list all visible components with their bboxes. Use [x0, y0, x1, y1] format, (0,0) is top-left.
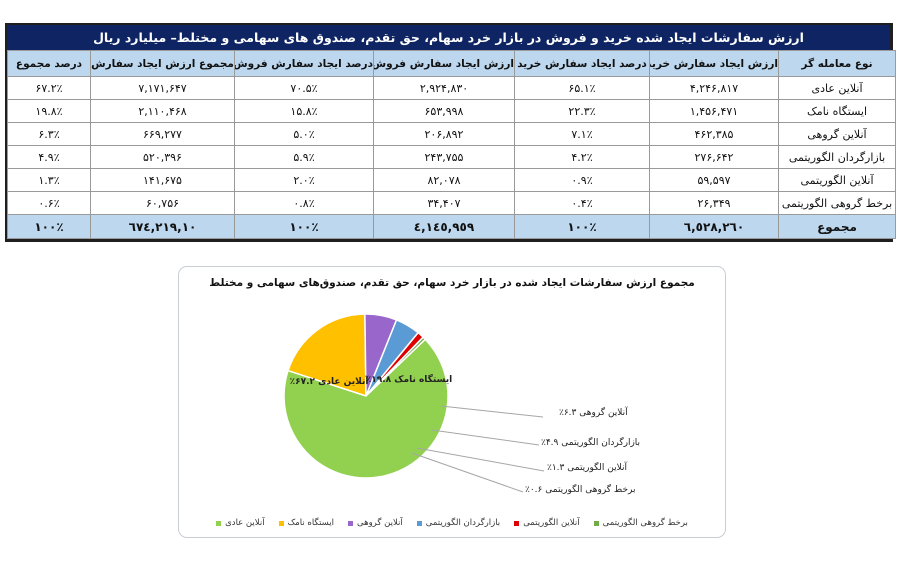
- pie-chart: آنلاین عادی ۶۷.۲٪ ایستگاه نامک ۱۹.۸٪: [283, 313, 545, 493]
- header-total-pct: درصد مجموع: [7, 50, 91, 77]
- cell-total-value: ۱۰,٦٧٤,٢١٩: [90, 214, 235, 239]
- header-total-value: مجموع ارزش ایجاد سفارش: [90, 50, 235, 77]
- pie-slice: [287, 313, 367, 398]
- table-row: آنلاین عادی ۴,۲۴۶,۸۱۷ ۶۵.۱٪ ۲,۹۲۴,۸۳۰ ۷۰…: [7, 76, 896, 100]
- legend-swatch-icon: [278, 520, 284, 526]
- cell-trader-type: آنلاین گروهی: [778, 122, 896, 146]
- cell-buy-pct: ۱۰۰٪: [514, 214, 650, 239]
- slice-label-online-normal: آنلاین عادی ۶۷.۲٪: [290, 375, 370, 387]
- table-row: ایستگاه نامک ۱,۴۵۶,۴۷۱ ۲۲.۳٪ ۶۵۳,۹۹۸ ۱۵.…: [7, 99, 896, 123]
- cell-sell-value: ۲۴۳,۷۵۵: [373, 145, 515, 169]
- cell-buy-value: ۱,۴۵۶,۴۷۱: [649, 99, 779, 123]
- legend-swatch-icon: [514, 520, 520, 526]
- cell-buy-value: ۲۷۶,۶۴۲: [649, 145, 779, 169]
- table-row: برخط گروهی الگوریتمی ۲۶,۳۴۹ ۰.۴٪ ۳۴,۴۰۷ …: [7, 191, 896, 215]
- header-buy-value: ارزش ایجاد سفارش خرید: [649, 50, 779, 77]
- cell-buy-pct: ۲۲.۳٪: [514, 99, 650, 123]
- cell-sell-pct: ۰.۸٪: [234, 191, 374, 215]
- header-buy-pct: درصد ایجاد سفارش خرید: [514, 50, 650, 77]
- legend-label: بازارگردان الگوریتمی: [425, 518, 501, 528]
- pie-chart-panel: مجموع ارزش سفارشات ایجاد شده در بازار خر…: [178, 266, 726, 538]
- cell-sell-value: ۲۰۶,۸۹۲: [373, 122, 515, 146]
- cell-buy-value: ۴۶۲,۳۸۵: [649, 122, 779, 146]
- cell-buy-value: ۵۹,۵۹۷: [649, 168, 779, 192]
- leader-lines: [411, 405, 545, 493]
- cell-buy-pct: ۷.۱٪: [514, 122, 650, 146]
- legend-swatch-icon: [593, 520, 599, 526]
- legend-swatch-icon: [348, 520, 353, 526]
- cell-buy-value: ۴,۲۴۶,۸۱۷: [649, 76, 779, 100]
- orders-table: نوع معامله گر ارزش ایجاد سفارش خرید درصد…: [7, 50, 896, 239]
- legend-item-online-group: آنلاین گروهی: [348, 518, 403, 528]
- cell-total-value: ۲,۱۱۰,۴۶۸: [90, 99, 235, 123]
- legend-item-market-maker-algo: بازارگردان الگوریتمی: [416, 518, 501, 528]
- callout-market-maker-algo: بازارگردان الگوریتمی ۴.۹٪: [541, 438, 641, 448]
- cell-buy-value: ۲۶,۳۴۹: [649, 191, 779, 215]
- cell-total-value: ۶۶۹,۲۷۷: [90, 122, 235, 146]
- cell-sell-pct: ۱۰۰٪: [234, 214, 374, 239]
- cell-total-pct: ۴.۹٪: [7, 145, 91, 169]
- callout-online-algo: آنلاین الگوریتمی ۱.۳٪: [547, 463, 627, 473]
- cell-buy-value: ٦,٥٢٨,٢٦٠: [649, 214, 779, 239]
- cell-total-pct: ۱۹.۸٪: [7, 99, 91, 123]
- cell-trader-type: آنلاین عادی: [778, 76, 896, 100]
- legend-label: آنلاین گروهی: [357, 518, 403, 528]
- pie-slices: [283, 313, 449, 479]
- table-header-row: نوع معامله گر ارزش ایجاد سفارش خرید درصد…: [7, 50, 896, 77]
- cell-total-pct: ۱۰۰٪: [7, 214, 91, 239]
- legend-item-online-algo: آنلاین الگوریتمی: [514, 518, 580, 528]
- pie-slice: [283, 338, 449, 479]
- cell-sell-value: ۲,۹۲۴,۸۳۰: [373, 76, 515, 100]
- table-title: ارزش سفارشات ایجاد شده خرید و فروش در با…: [7, 25, 890, 50]
- orders-value-table: ارزش سفارشات ایجاد شده خرید و فروش در با…: [5, 23, 896, 242]
- slice-label-namak: ایستگاه نامک ۱۹.۸٪: [366, 373, 452, 385]
- legend-label: آنلاین الگوریتمی: [523, 518, 580, 528]
- chart-legend: برخط گروهی الگوریتمی آنلاین الگوریتمی با…: [179, 518, 725, 528]
- table-row: آنلاین الگوریتمی ۵۹,۵۹۷ ۰.۹٪ ۸۲,۰۷۸ ۲.۰٪…: [7, 168, 896, 192]
- table-total-row: مجموع ٦,٥٢٨,٢٦٠ ۱۰۰٪ ٤,١٤٥,٩٥٩ ۱۰۰٪ ۱۰,٦…: [7, 214, 896, 239]
- cell-buy-pct: ۶۵.۱٪: [514, 76, 650, 100]
- cell-total-pct: ۰.۶٪: [7, 191, 91, 215]
- cell-trader-type: بازارگردان الگوریتمی: [778, 145, 896, 169]
- cell-total-pct: ۱.۳٪: [7, 168, 91, 192]
- cell-sell-value: ۸۲,۰۷۸: [373, 168, 515, 192]
- cell-sell-pct: ۵.۹٪: [234, 145, 374, 169]
- cell-total-value: ۱۴۱,۶۷۵: [90, 168, 235, 192]
- cell-sell-pct: ۷۰.۵٪: [234, 76, 374, 100]
- legend-swatch-icon: [216, 520, 222, 526]
- header-trader-type: نوع معامله گر: [778, 50, 896, 77]
- legend-item-group-algo: برخط گروهی الگوریتمی: [593, 518, 688, 528]
- cell-sell-value: ٤,١٤٥,٩٥٩: [373, 214, 515, 239]
- table-row: آنلاین گروهی ۴۶۲,۳۸۵ ۷.۱٪ ۲۰۶,۸۹۲ ۵.۰٪ ۶…: [7, 122, 896, 146]
- cell-total-label: مجموع: [778, 214, 896, 239]
- legend-label: برخط گروهی الگوریتمی: [602, 518, 688, 528]
- legend-label: ایستگاه نامک: [287, 518, 334, 528]
- legend-item-online-normal: آنلاین عادی: [216, 518, 265, 528]
- cell-total-value: ۷,۱۷۱,۶۴۷: [90, 76, 235, 100]
- header-sell-value: ارزش ایجاد سفارش فروش: [373, 50, 515, 77]
- table-row: بازارگردان الگوریتمی ۲۷۶,۶۴۲ ۴.۲٪ ۲۴۳,۷۵…: [7, 145, 896, 169]
- cell-trader-type: ایستگاه نامک: [778, 99, 896, 123]
- cell-buy-pct: ۰.۴٪: [514, 191, 650, 215]
- cell-total-pct: ۶.۳٪: [7, 122, 91, 146]
- cell-trader-type: آنلاین الگوریتمی: [778, 168, 896, 192]
- chart-title: مجموع ارزش سفارشات ایجاد شده در بازار خر…: [209, 277, 695, 289]
- cell-buy-pct: ۴.۲٪: [514, 145, 650, 169]
- cell-total-pct: ۶۷.۲٪: [7, 76, 91, 100]
- callout-group-algo: برخط گروهی الگوریتمی ۰.۶٪: [525, 485, 636, 495]
- cell-trader-type: برخط گروهی الگوریتمی: [778, 191, 896, 215]
- legend-swatch-icon: [416, 520, 422, 526]
- cell-sell-value: ۶۵۳,۹۹۸: [373, 99, 515, 123]
- cell-total-value: ۵۲۰,۳۹۶: [90, 145, 235, 169]
- legend-item-namak: ایستگاه نامک: [278, 518, 334, 528]
- header-sell-pct: درصد ایجاد سفارش فروش: [234, 50, 374, 77]
- cell-total-value: ۶۰,۷۵۶: [90, 191, 235, 215]
- cell-sell-pct: ۲.۰٪: [234, 168, 374, 192]
- cell-sell-value: ۳۴,۴۰۷: [373, 191, 515, 215]
- cell-sell-pct: ۵.۰٪: [234, 122, 374, 146]
- cell-sell-pct: ۱۵.۸٪: [234, 99, 374, 123]
- cell-buy-pct: ۰.۹٪: [514, 168, 650, 192]
- legend-label: آنلاین عادی: [225, 518, 265, 528]
- callout-online-group: آنلاین گروهی ۶.۳٪: [559, 408, 628, 418]
